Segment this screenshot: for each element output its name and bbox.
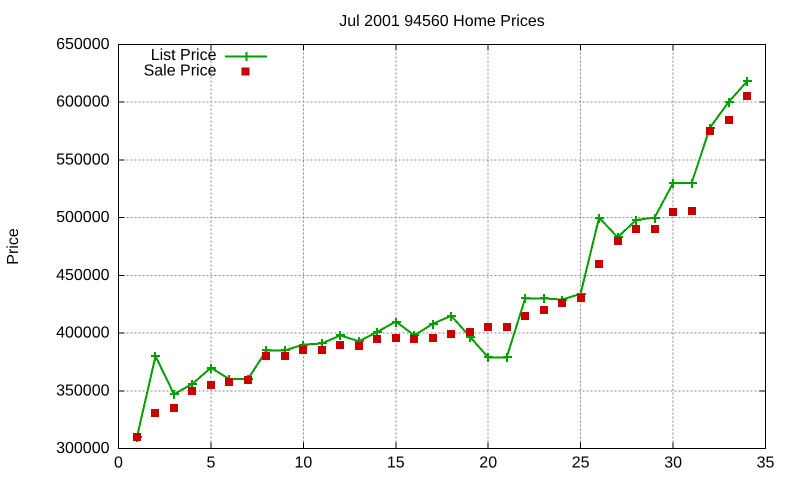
svg-text:450000: 450000 bbox=[56, 267, 109, 284]
svg-text:550000: 550000 bbox=[56, 151, 109, 168]
svg-text:Price: Price bbox=[5, 228, 22, 265]
svg-text:Sale Price: Sale Price bbox=[144, 63, 217, 80]
svg-text:400000: 400000 bbox=[56, 325, 109, 342]
svg-text:15: 15 bbox=[387, 455, 405, 472]
svg-text:25: 25 bbox=[572, 455, 590, 472]
svg-text:Jul 2001 94560 Home Prices: Jul 2001 94560 Home Prices bbox=[339, 13, 544, 30]
svg-text:20: 20 bbox=[479, 455, 497, 472]
svg-text:5: 5 bbox=[206, 455, 215, 472]
svg-text:0: 0 bbox=[114, 455, 123, 472]
svg-text:30: 30 bbox=[664, 455, 682, 472]
svg-text:10: 10 bbox=[295, 455, 313, 472]
svg-text:300000: 300000 bbox=[56, 440, 109, 457]
svg-text:350000: 350000 bbox=[56, 382, 109, 399]
svg-text:500000: 500000 bbox=[56, 209, 109, 226]
svg-text:600000: 600000 bbox=[56, 94, 109, 111]
svg-text:List Price: List Price bbox=[151, 47, 217, 64]
svg-text:35: 35 bbox=[757, 455, 775, 472]
svg-text:650000: 650000 bbox=[56, 36, 109, 53]
